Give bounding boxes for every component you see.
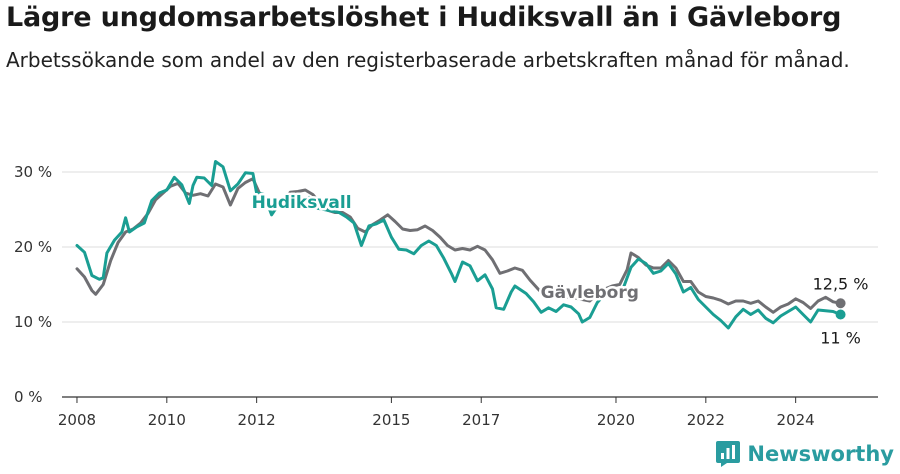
series-label-hudiksvall: Hudiksvall xyxy=(252,193,352,213)
chart-title: Lägre ungdomsarbetslöshet i Hudiksvall ä… xyxy=(6,2,842,33)
series-labels: 11 % 12,5 % Hudiksvall Gävleborg xyxy=(249,191,869,348)
y-tick-label: 20 % xyxy=(14,238,52,256)
end-value-label-gävleborg: 12,5 % xyxy=(813,274,869,293)
series-lines xyxy=(75,160,846,330)
end-point-gävleborg xyxy=(835,298,846,309)
y-tick-label: 30 % xyxy=(14,163,52,181)
x-axis: 2008 2010 2012 2015 2017 2020 2022 2024 xyxy=(58,397,815,429)
series-line-gävleborg xyxy=(75,177,843,314)
x-tick-label: 2022 xyxy=(687,411,725,429)
newsworthy-icon xyxy=(716,441,741,467)
chart-subtitle: Arbetssökande som andel av den registerb… xyxy=(6,48,850,72)
series-label-gävleborg: Gävleborg xyxy=(541,283,639,303)
end-value-label-hudiksvall: 11 % xyxy=(820,329,861,348)
y-tick-label: 10 % xyxy=(14,313,52,331)
brand-name: Newsworthy xyxy=(747,442,894,466)
gridlines xyxy=(62,171,878,398)
x-tick-label: 2010 xyxy=(148,411,186,429)
y-axis-ticks: 0 % 10 % 20 % 30 % xyxy=(14,163,52,406)
series-line-hudiksvall xyxy=(75,160,843,330)
x-tick-label: 2008 xyxy=(58,411,96,429)
x-tick-label: 2020 xyxy=(597,411,635,429)
x-tick-label: 2017 xyxy=(462,411,500,429)
x-tick-label: 2015 xyxy=(372,411,410,429)
newsworthy-logo: Newsworthy xyxy=(715,440,894,468)
end-point-hudiksvall xyxy=(835,309,846,320)
x-tick-label: 2024 xyxy=(777,411,815,429)
y-tick-label: 0 % xyxy=(14,388,43,406)
x-tick-label: 2012 xyxy=(238,411,276,429)
